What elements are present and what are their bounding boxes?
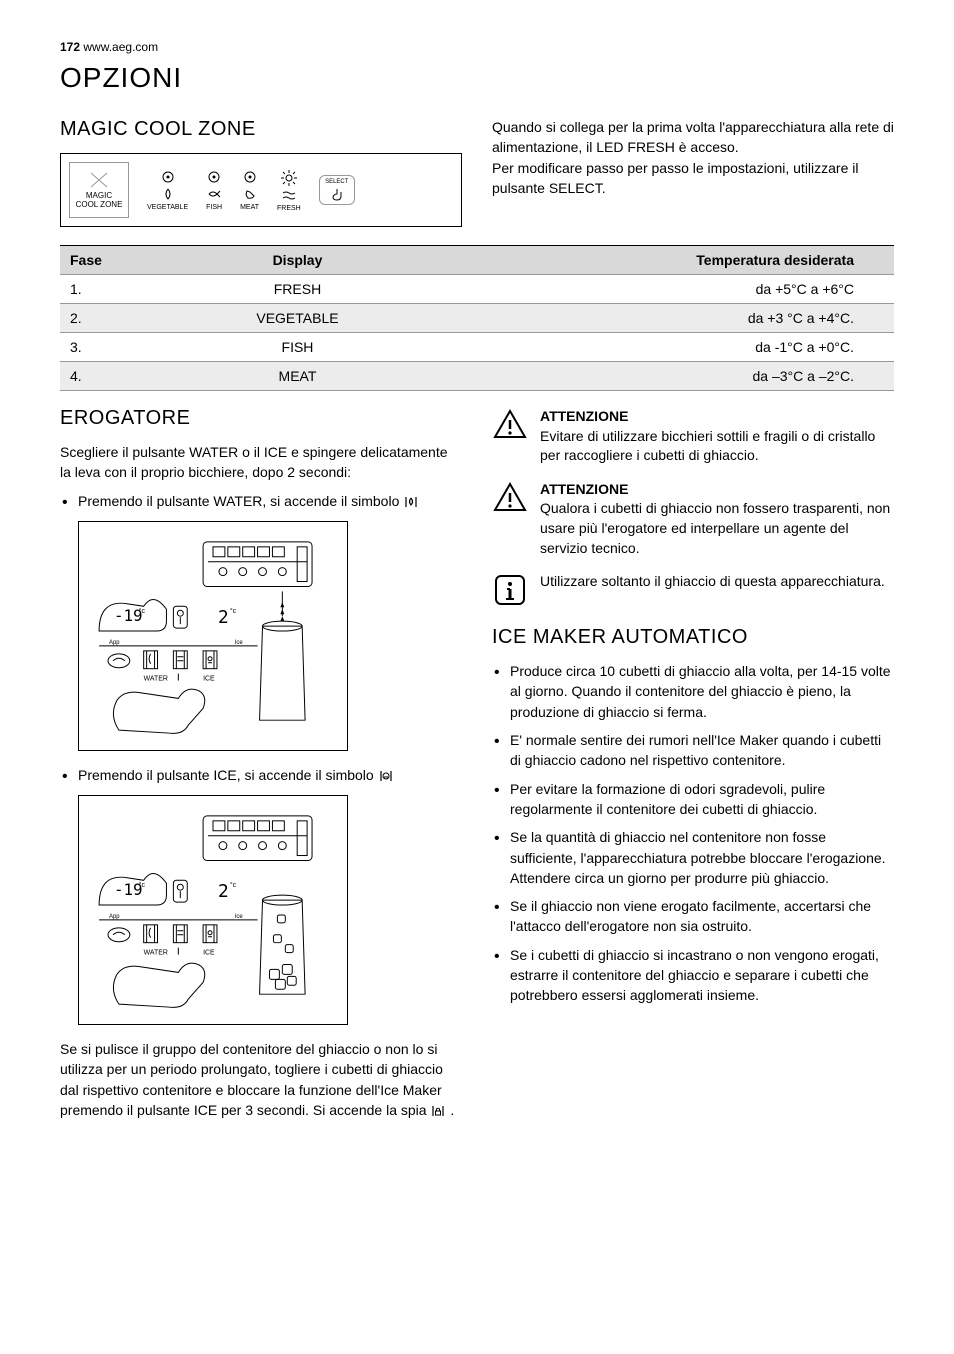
- warning-triangle-icon: [492, 407, 528, 443]
- ice-lock-icon: [430, 1103, 446, 1119]
- intro-paragraph-2: Per modificare passo per passo le impost…: [492, 159, 894, 198]
- info-note: Utilizzare soltanto il ghiaccio di quest…: [492, 572, 894, 608]
- table-row: 3.FISHda -1°C a +0°C.: [60, 333, 894, 362]
- target-icon: [243, 170, 257, 184]
- panel-icon-vegetable: VEGETABLE: [147, 170, 188, 211]
- list-item: Produce circa 10 cubetti di ghiaccio all…: [492, 661, 894, 722]
- warning-glass: ATTENZIONE Evitare di utilizzare bicchie…: [492, 407, 894, 466]
- erogatore-item-ice: Premendo il pulsante ICE, si accende il …: [60, 765, 462, 785]
- list-item: E' normale sentire dei rumori nell'Ice M…: [492, 730, 894, 771]
- panel-icon-meat: MEAT: [240, 170, 259, 211]
- list-item: Se i cubetti di ghiaccio si incastrano o…: [492, 945, 894, 1006]
- page-header: 172 www.aeg.com: [60, 40, 894, 54]
- ice-cubes-icon: [378, 768, 394, 784]
- ice-maker-list: Produce circa 10 cubetti di ghiaccio all…: [492, 661, 894, 1005]
- table-row: 1.FRESHda +5°C a +6°C: [60, 275, 894, 304]
- panel-icon-fresh: FRESH: [277, 169, 301, 212]
- svg-text:ICE: ICE: [203, 950, 215, 957]
- svg-text:App: App: [109, 914, 120, 920]
- th-fase: Fase: [60, 246, 180, 275]
- th-display: Display: [180, 246, 416, 275]
- fish-icon: [207, 187, 221, 201]
- select-button: SELECT: [319, 175, 355, 205]
- warning-title: ATTENZIONE: [540, 480, 894, 500]
- page-title: OPZIONI: [60, 62, 894, 94]
- list-item: Se la quantità di ghiaccio nel contenito…: [492, 827, 894, 888]
- svg-text:°c: °c: [230, 881, 237, 889]
- table-row: 2.VEGETABLEda +3 °C a +4°C.: [60, 304, 894, 333]
- erogatore-item-water: Premendo il pulsante WATER, si accende i…: [60, 491, 462, 511]
- dispenser-water-figure: -19°c 2°c AppIce WATERICE: [78, 521, 348, 751]
- erogatore-note: Se si pulisce il gruppo del contenitore …: [60, 1039, 462, 1120]
- target-icon: [207, 170, 221, 184]
- meat-icon: [243, 187, 257, 201]
- intro-paragraph-1: Quando si collega per la prima volta l'a…: [492, 118, 894, 157]
- control-panel-figure: MAGIC COOL ZONE VEGETABLE FISH MEAT FRES: [60, 153, 462, 227]
- ice-maker-heading: ICE MAKER AUTOMATICO: [492, 626, 894, 649]
- erogatore-heading: EROGATORE: [60, 407, 462, 430]
- svg-text:App: App: [109, 640, 120, 646]
- target-icon: [161, 170, 175, 184]
- svg-text:Ice: Ice: [235, 640, 244, 646]
- wave-icon: [282, 190, 296, 202]
- svg-text:2: 2: [218, 607, 229, 628]
- svg-text:2: 2: [218, 881, 229, 902]
- finger-icon: [328, 187, 346, 201]
- list-item: Se il ghiaccio non viene erogato facilme…: [492, 896, 894, 937]
- info-icon: [492, 572, 528, 608]
- warning-body: Qualora i cubetti di ghiaccio non fosser…: [540, 499, 894, 558]
- warning-transparent: ATTENZIONE Qualora i cubetti di ghiaccio…: [492, 480, 894, 558]
- svg-text:WATER: WATER: [144, 950, 168, 957]
- water-drop-icon: [403, 494, 419, 510]
- warning-triangle-icon: [492, 480, 528, 516]
- warning-title: ATTENZIONE: [540, 407, 894, 427]
- dispenser-ice-figure: -19°c 2°c AppIce WATERICE: [78, 795, 348, 1025]
- th-temp: Temperatura desiderata: [415, 246, 894, 275]
- magic-cool-heading: MAGIC COOL ZONE: [60, 118, 462, 141]
- svg-text:°c: °c: [139, 881, 146, 889]
- panel-icon-fish: FISH: [206, 170, 222, 211]
- svg-text:Ice: Ice: [235, 914, 244, 920]
- erogatore-intro: Scegliere il pulsante WATER o il ICE e s…: [60, 442, 462, 483]
- list-item: Per evitare la formazione di odori sgrad…: [492, 779, 894, 820]
- svg-text:ICE: ICE: [203, 675, 215, 682]
- page-number: 172: [60, 40, 80, 54]
- zone-badge: MAGIC COOL ZONE: [69, 162, 129, 218]
- svg-text:WATER: WATER: [144, 675, 168, 682]
- leaf-icon: [161, 187, 175, 201]
- svg-text:°c: °c: [230, 607, 237, 615]
- temperature-table: Fase Display Temperatura desiderata 1.FR…: [60, 245, 894, 391]
- sun-icon: [280, 169, 298, 187]
- header-url: www.aeg.com: [83, 40, 158, 54]
- warning-body: Evitare di utilizzare bicchieri sottili …: [540, 427, 894, 466]
- svg-text:°c: °c: [139, 607, 146, 615]
- table-row: 4.MEATda –3°C a –2°C.: [60, 362, 894, 391]
- info-body: Utilizzare soltanto il ghiaccio di quest…: [540, 572, 885, 608]
